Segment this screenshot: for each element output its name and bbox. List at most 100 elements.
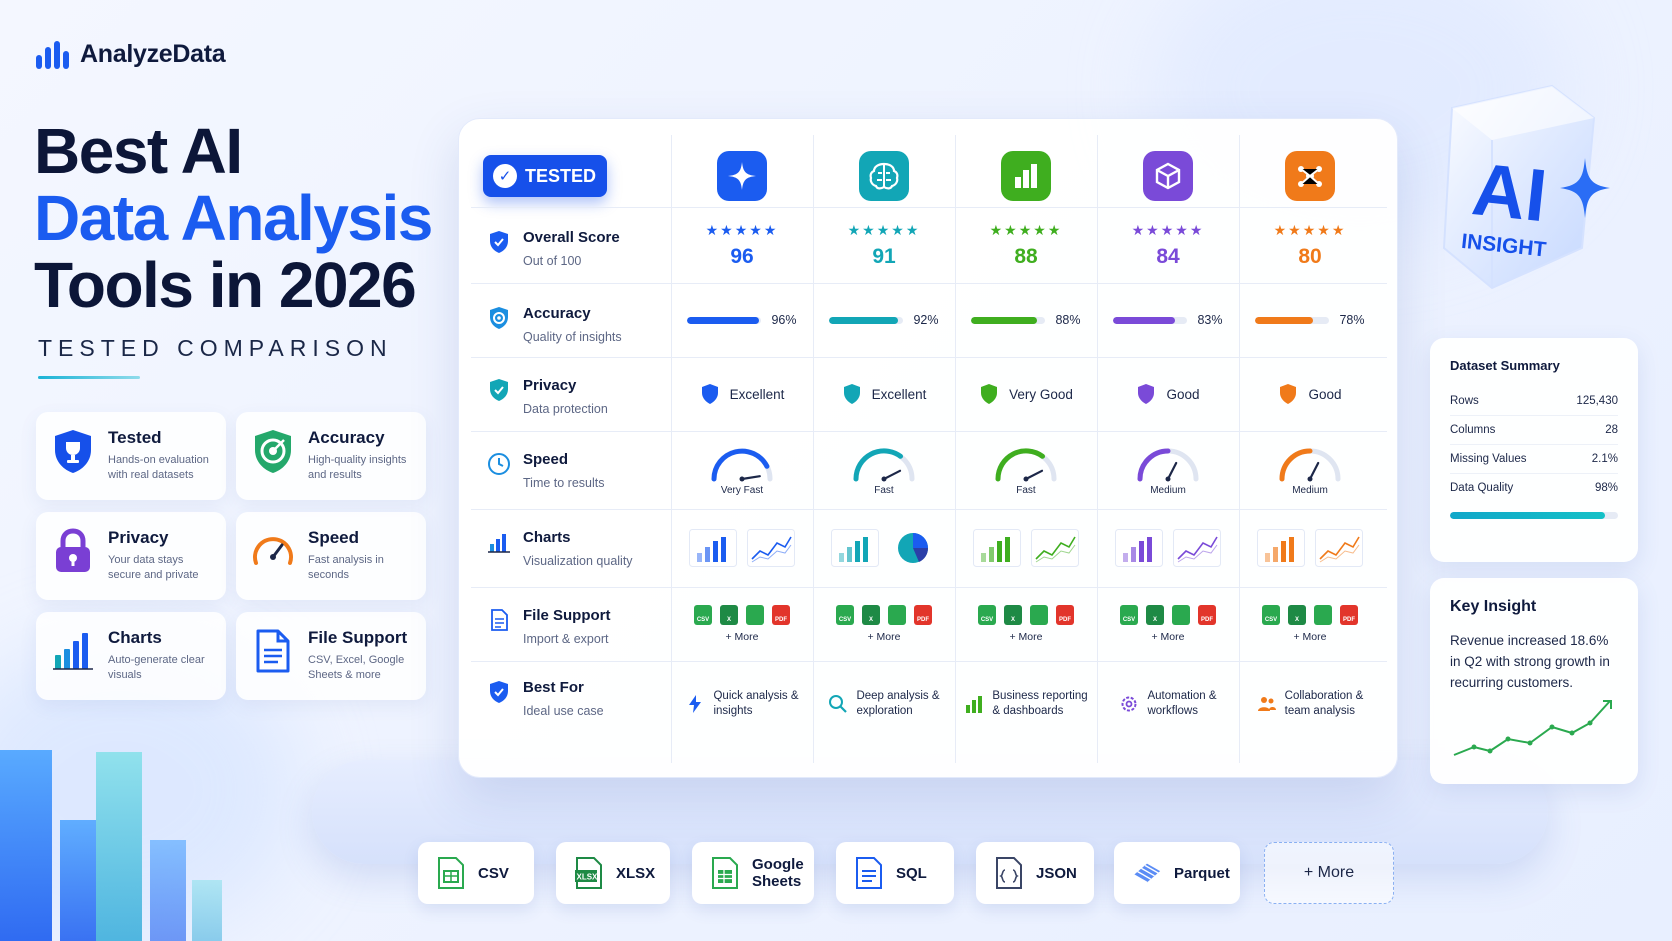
star-rating: ★★★★★ — [847, 221, 921, 238]
speed-cell: Fast — [955, 431, 1097, 509]
feature-card-privacy: Privacy Your data stays secure and privat… — [36, 512, 226, 600]
sql-file-icon — [856, 857, 882, 889]
file-type-icon: CSV — [836, 605, 854, 625]
row-label-charts: Charts Visualization quality — [487, 529, 633, 570]
speed-gauge — [711, 448, 773, 481]
accuracy-bar: 88% — [971, 313, 1081, 327]
summary-row: Rows 125,430 — [1450, 387, 1618, 416]
accuracy-fill — [687, 316, 759, 324]
accuracy-bar: 96% — [687, 313, 797, 327]
accuracy-fill — [829, 316, 898, 324]
format-chip-google-sheets[interactable]: Google Sheets — [692, 842, 814, 904]
speed-cell: Medium — [1097, 431, 1239, 509]
best-for-line: workflows — [1147, 705, 1198, 717]
file-type-icon — [746, 605, 764, 625]
row-title: File Support — [523, 607, 611, 624]
column-divider — [671, 135, 672, 763]
chart-thumbnails — [973, 529, 1079, 567]
tool-logo-4[interactable] — [1143, 151, 1193, 201]
score-cell: ★★★★★ 96 — [671, 207, 813, 283]
more-formats-link[interactable]: + More — [867, 631, 901, 643]
row-subtitle: Visualization quality — [523, 554, 633, 568]
accuracy-fill — [971, 316, 1037, 324]
score-value: 96 — [730, 244, 754, 268]
accuracy-percent: 88% — [1055, 313, 1081, 327]
chart-thumbnail — [689, 529, 737, 567]
more-formats-button[interactable]: + More — [1264, 842, 1394, 904]
format-chip-parquet[interactable]: Parquet — [1114, 842, 1240, 904]
file-type-icon: CSV — [694, 605, 712, 625]
data-quality-bar — [1450, 512, 1618, 519]
speed-gauge — [1279, 448, 1341, 481]
summary-row: Data Quality 98% — [1450, 474, 1618, 502]
best-for-line: Quick analysis & — [713, 690, 799, 702]
feature-card-tested: Tested Hands-on evaluation with real data… — [36, 412, 226, 500]
more-formats-link[interactable]: + More — [1293, 631, 1327, 643]
comparison-table: ✓ TESTED Overall Score Out of 100 Accurac… — [458, 118, 1398, 778]
tool-logo-3[interactable] — [1001, 151, 1051, 201]
format-label: CSV — [478, 864, 509, 882]
file-type-icon: X — [862, 605, 880, 625]
file-icons: CSV X PDF — [978, 605, 1074, 625]
title-line-3: Tools in 2026 — [34, 249, 417, 321]
data-quality-fill — [1450, 512, 1605, 519]
privacy-label: Excellent — [871, 386, 927, 402]
chart-thumbnail — [1031, 529, 1079, 567]
summary-label: Columns — [1450, 424, 1496, 436]
privacy-rating: Good — [1278, 383, 1342, 405]
file-type-icon: CSV — [1120, 605, 1138, 625]
best-for-line: Automation & — [1147, 690, 1217, 702]
speed-cell: Fast — [813, 431, 955, 509]
chart-thumbnail — [831, 529, 879, 567]
pie-chart-thumbnail — [898, 533, 929, 563]
format-chip-json[interactable]: JSON — [976, 842, 1094, 904]
more-formats-link[interactable]: + More — [1151, 631, 1185, 643]
charts-cell — [1097, 509, 1239, 587]
best-for-cell: Deep analysis & exploration — [813, 661, 955, 747]
row-title: Accuracy — [523, 305, 591, 322]
best-for-cell: Quick analysis & insights — [671, 661, 813, 747]
tool-logo-2[interactable] — [859, 151, 909, 201]
feature-desc: CSV, Excel, Google Sheets & more — [308, 654, 405, 681]
row-title: Speed — [523, 451, 569, 468]
feature-title: Charts — [108, 628, 162, 647]
brand-logo[interactable]: AnalyzeData — [36, 40, 226, 69]
file-support-cell: CSV X PDF + More — [1239, 587, 1381, 661]
accuracy-percent: 96% — [771, 313, 797, 327]
file-type-icon — [888, 605, 906, 625]
summary-label: Missing Values — [1450, 453, 1527, 465]
format-chip-csv[interactable]: CSV — [418, 842, 534, 904]
tool-logo-5[interactable] — [1285, 151, 1335, 201]
row-label-best-for: Best For Ideal use case — [487, 679, 604, 720]
sparkle-icon — [728, 162, 756, 190]
score-cell: ★★★★★ 91 — [813, 207, 955, 283]
row-label-privacy: Privacy Data protection — [487, 377, 608, 418]
row-divider — [471, 283, 1387, 284]
key-insight-card: Key Insight Revenue increased 18.6% in Q… — [1430, 578, 1638, 784]
tool-logo-1[interactable] — [717, 151, 767, 201]
best-for-item: Deep analysis & exploration — [828, 689, 940, 719]
best-for-line: Business reporting — [992, 690, 1088, 702]
format-chip-xlsx[interactable]: XLSX XLSX — [556, 842, 670, 904]
format-chip-sql[interactable]: SQL — [836, 842, 954, 904]
parquet-icon — [1133, 863, 1161, 883]
file-type-icon: PDF — [772, 605, 790, 625]
privacy-rating: Very Good — [979, 383, 1073, 405]
score-cell: ★★★★★ 88 — [955, 207, 1097, 283]
more-formats-link[interactable]: + More — [1009, 631, 1043, 643]
best-for-text: Business reporting & dashboards — [992, 689, 1087, 719]
row-subtitle: Ideal use case — [523, 704, 604, 718]
chart-thumbnails — [1257, 529, 1363, 567]
file-type-icon — [1030, 605, 1048, 625]
accuracy-bar: 92% — [829, 313, 939, 327]
row-title: Best For — [523, 679, 584, 696]
row-divider — [471, 431, 1387, 432]
more-formats-link[interactable]: + More — [725, 631, 759, 643]
feature-title: Tested — [108, 428, 162, 447]
accuracy-bar: 78% — [1255, 313, 1365, 327]
sparkle-icon — [1560, 158, 1610, 218]
row-divider — [471, 207, 1387, 208]
summary-value: 125,430 — [1576, 395, 1618, 407]
bar-chart-icon — [1015, 164, 1037, 188]
summary-value: 28 — [1605, 424, 1618, 436]
